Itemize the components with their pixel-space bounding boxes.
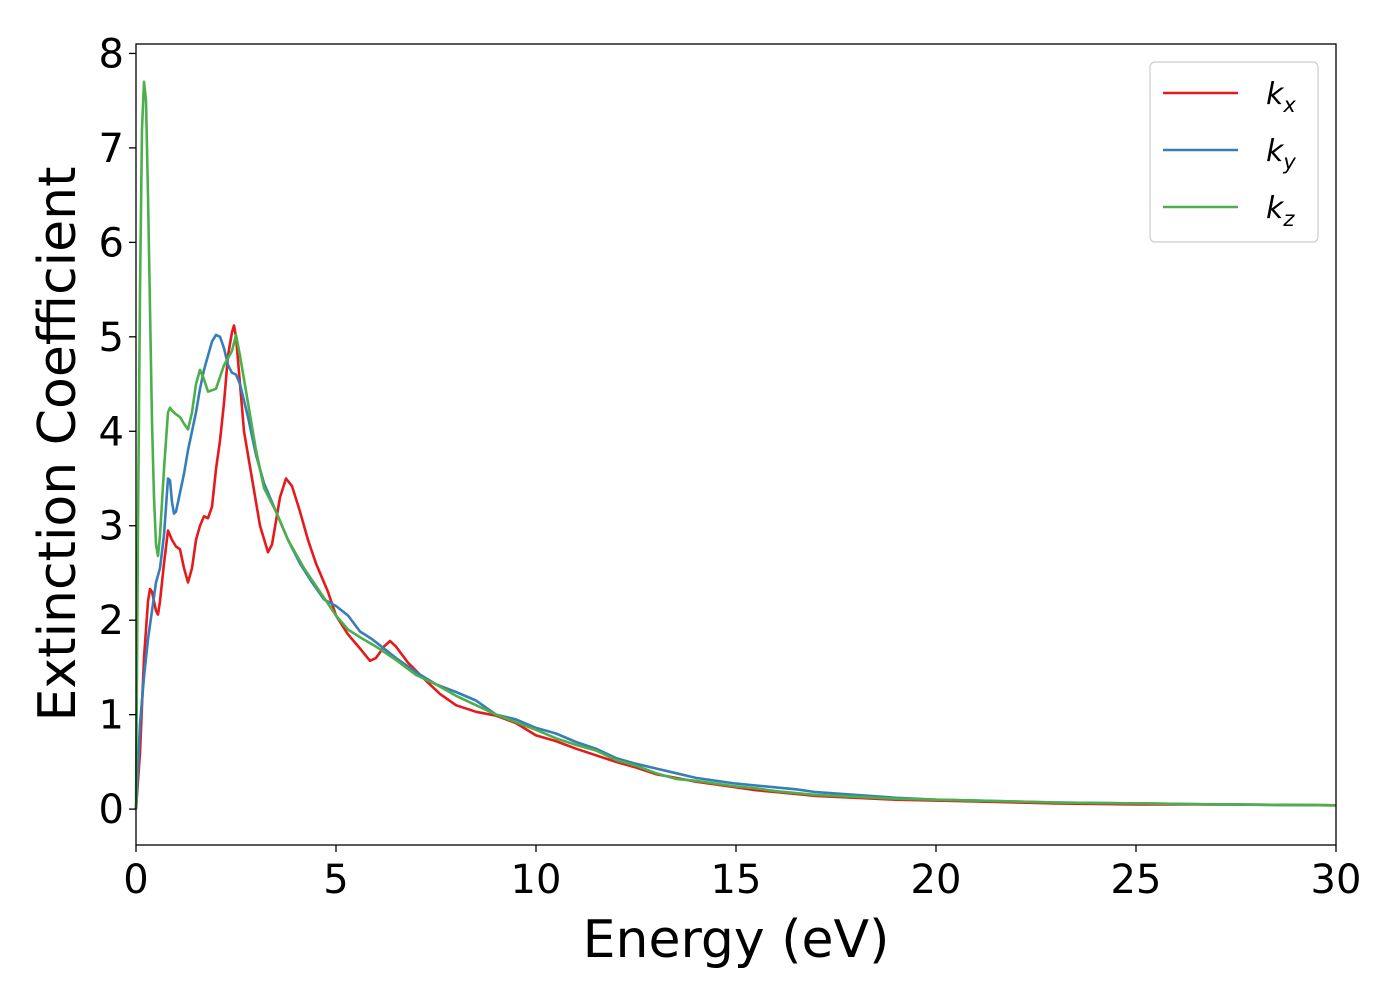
x-tick-label: 5: [323, 857, 348, 903]
legend-box: [1149, 61, 1319, 243]
x-tick-label: 10: [511, 857, 562, 903]
legend-label-kx: kx: [1266, 77, 1296, 117]
y-tick-label: 8: [99, 31, 124, 77]
x-tick-label: 0: [123, 857, 148, 903]
y-tick-label: 3: [99, 504, 124, 550]
legend-label-base: k: [1266, 191, 1285, 226]
y-tick-label: 6: [99, 220, 124, 266]
x-axis-title: Energy (eV): [583, 910, 890, 970]
y-tick-label: 2: [99, 598, 124, 644]
series-line-ky: [134, 333, 1337, 810]
x-tick-label: 15: [711, 857, 762, 903]
legend-label-subscript: x: [1282, 93, 1296, 117]
x-tick-label: 25: [1111, 857, 1162, 903]
legend-label-ky: ky: [1266, 134, 1296, 174]
y-axis-title: Extinction Coefficient: [28, 167, 88, 722]
y-tick-label: 7: [99, 126, 124, 172]
series-line-kz: [134, 80, 1337, 810]
plot-layer: [134, 80, 1337, 810]
series-line-kx: [134, 324, 1337, 810]
legend-label-base: k: [1266, 134, 1285, 169]
y-tick-label: 1: [99, 693, 124, 739]
y-tick-label: 0: [99, 787, 124, 833]
legend-label-subscript: z: [1282, 207, 1295, 231]
legend-label-kz: kz: [1266, 191, 1295, 231]
y-tick-label: 4: [99, 409, 124, 455]
legend-label-base: k: [1266, 77, 1285, 112]
legend-label-subscript: y: [1282, 150, 1296, 174]
y-tick-label: 5: [99, 315, 124, 361]
x-tick-label: 20: [911, 857, 962, 903]
x-tick-label: 30: [1311, 857, 1362, 903]
axis-layer: 0 5 10 15 20 25 30 0 1 2 3 4 5 6 7 8: [99, 31, 1362, 903]
